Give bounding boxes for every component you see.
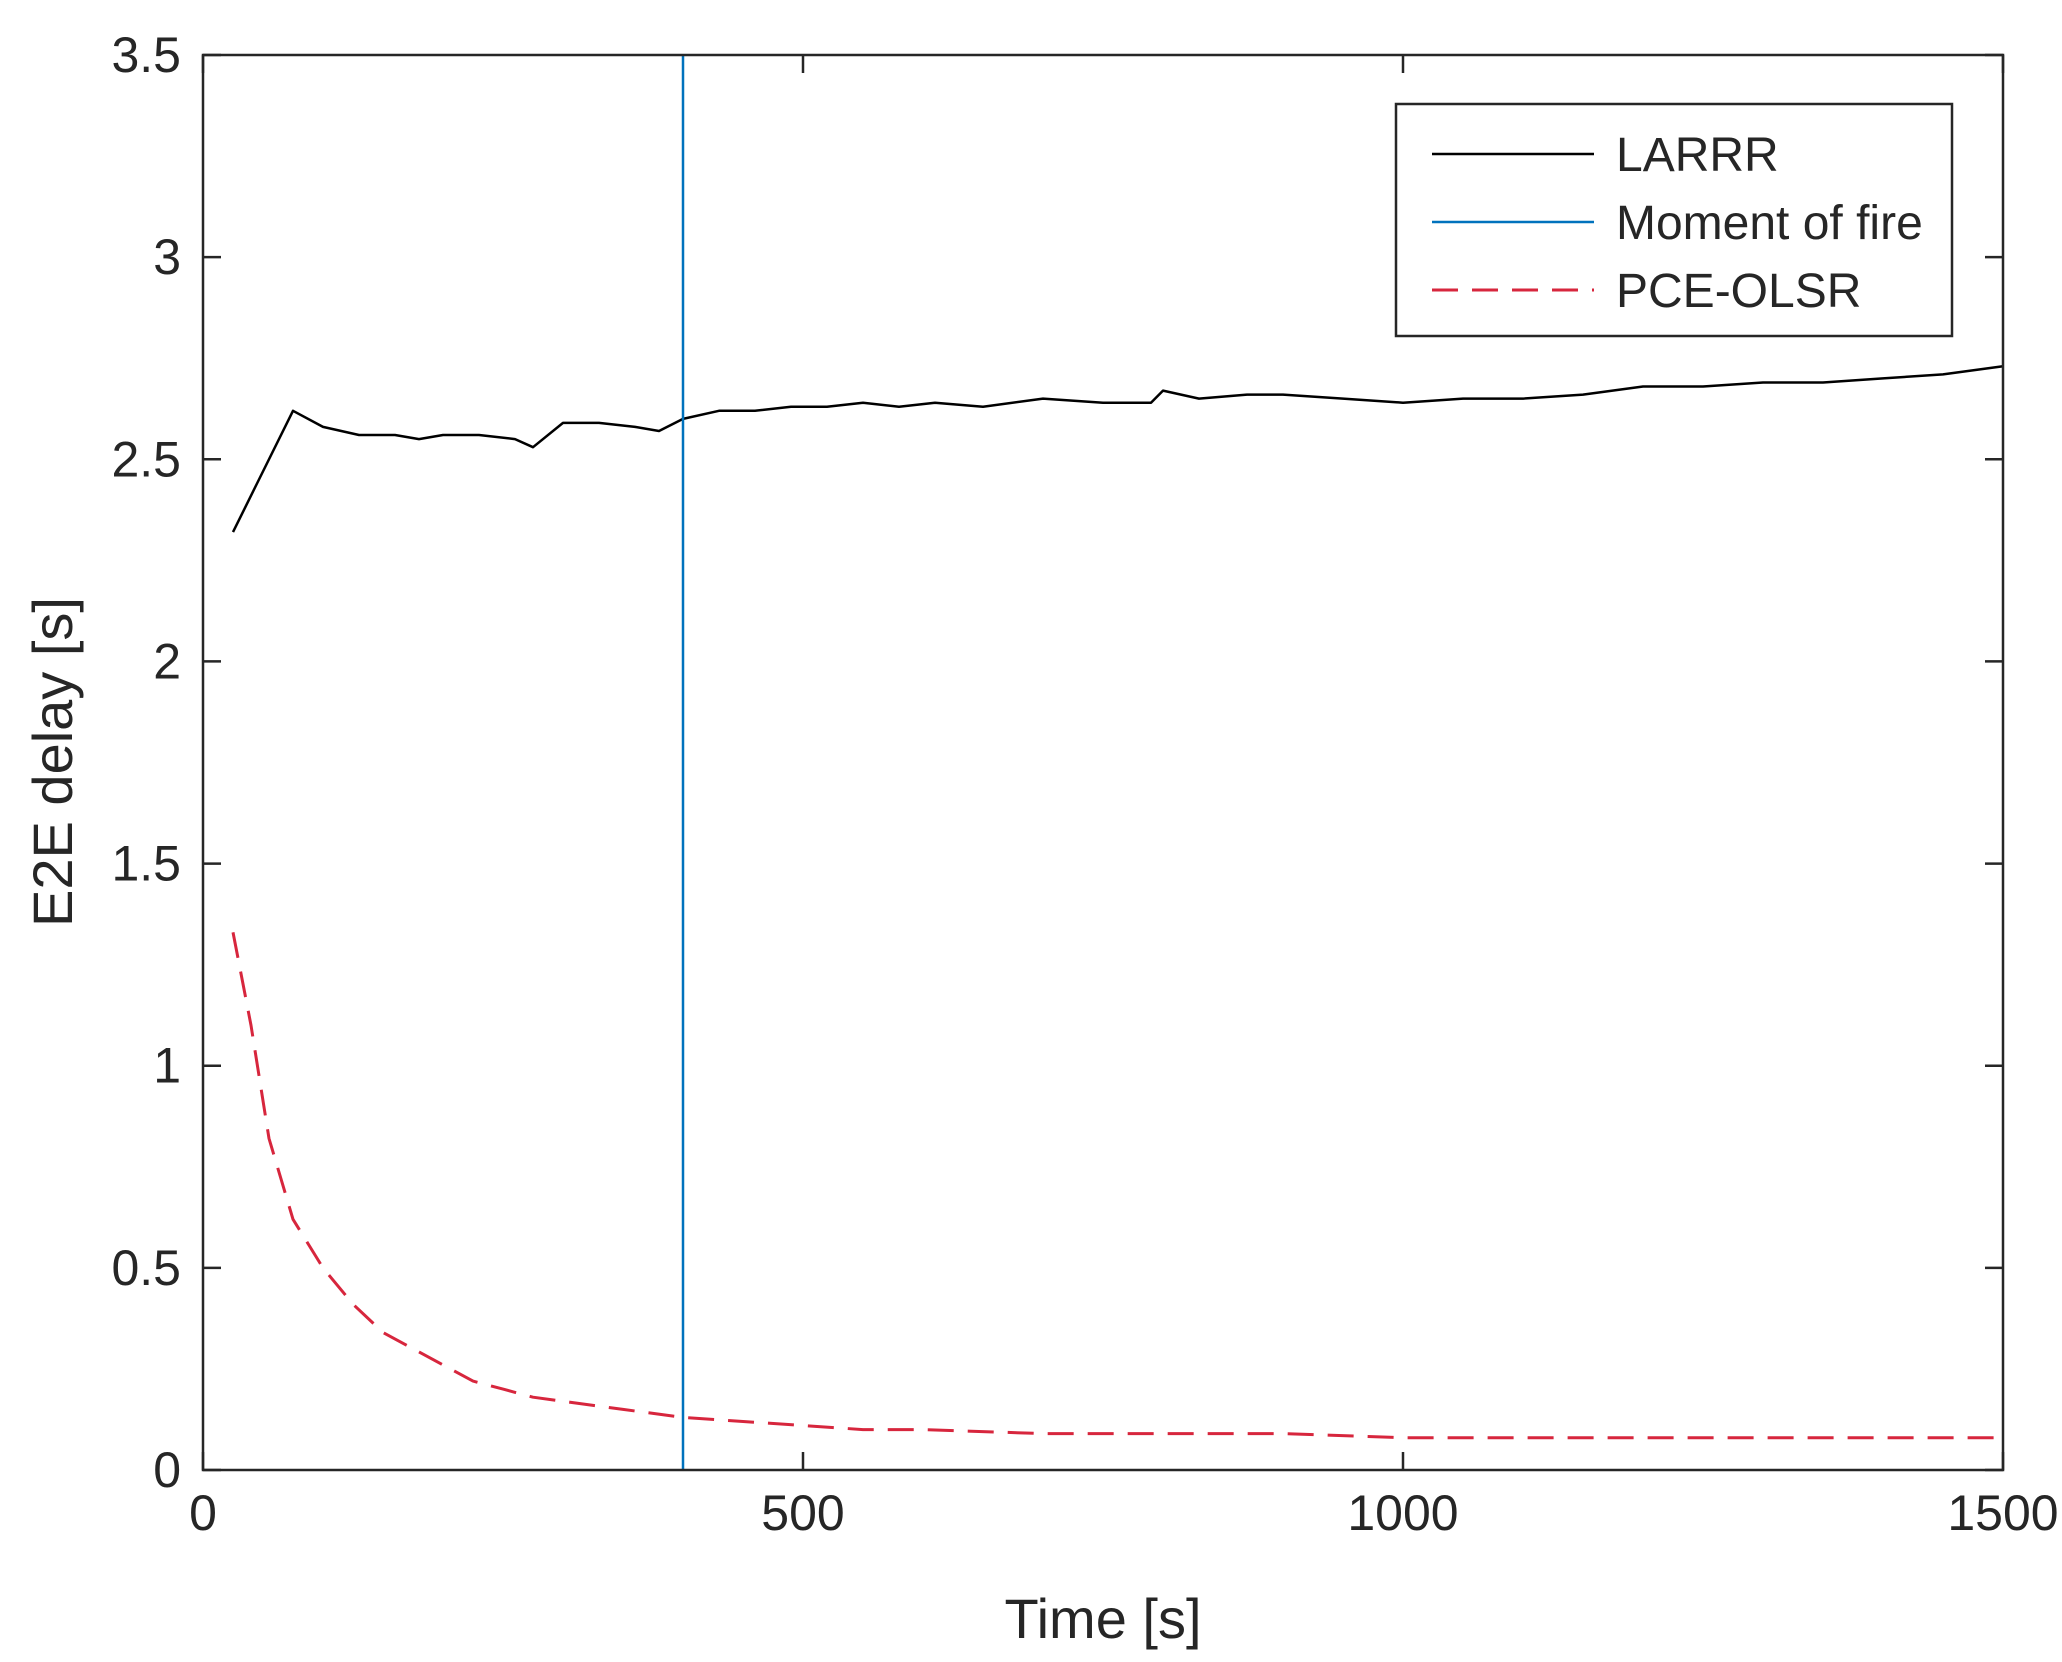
x-tick-label: 500	[761, 1485, 844, 1541]
x-tick-label: 1500	[1947, 1485, 2058, 1541]
y-tick-label: 3.5	[111, 27, 181, 83]
series-line-larrr	[231, 365, 2004, 533]
y-tick-label: 2.5	[111, 431, 181, 487]
legend: LARRR Moment of fire PCE-OLSR	[1394, 102, 1954, 338]
axes-box	[201, 53, 2005, 1472]
y-tick-label: 1	[153, 1038, 181, 1094]
y-axis-label: E2E delay [s]	[21, 597, 84, 927]
y-tick-label: 3	[153, 229, 181, 285]
legend-label-pce-olsr: PCE-OLSR	[1616, 265, 1861, 318]
x-tick-label: 1000	[1347, 1485, 1458, 1541]
axes-layer: 0 500 1000 1500 0 0.5 1 1.5 2 2.5 3 3.5	[111, 27, 2058, 1541]
legend-box	[1394, 102, 1954, 338]
legend-label-moment-of-fire: Moment of fire	[1616, 197, 1923, 250]
x-tick-label: 0	[189, 1485, 217, 1541]
y-tick-label: 2	[153, 633, 181, 689]
legend-label-larrr: LARRR	[1616, 129, 1779, 182]
x-axis-label: Time [s]	[1004, 1587, 1201, 1650]
y-tick-label: 1.5	[111, 836, 181, 892]
y-tick-label: 0.5	[111, 1240, 181, 1296]
y-tick-label: 0	[153, 1442, 181, 1498]
series-line-pce-olsr	[231, 932, 2003, 1440]
series-layer	[231, 55, 2004, 1470]
